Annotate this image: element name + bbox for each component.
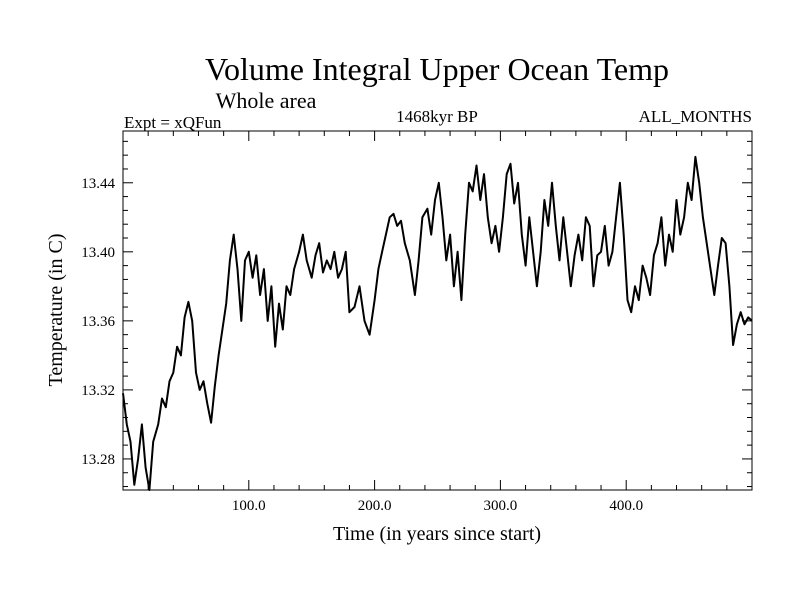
y-tick-label: 13.28 xyxy=(81,452,115,468)
x-tick-label: 200.0 xyxy=(358,498,392,514)
x-axis-label: Time (in years since start) xyxy=(333,523,541,545)
axis-tick-labels: 100.0 200.0 300.0 400.0 13.28 13.32 13.36 13.40… xyxy=(81,176,643,514)
y-tick-label: 13.40 xyxy=(81,245,115,261)
period-label: 1468kyr BP xyxy=(396,107,478,126)
temperature-series-line xyxy=(122,155,753,491)
y-axis-label: Temperature (in C) xyxy=(45,234,67,387)
experiment-label: Expt = xQFun xyxy=(124,113,222,132)
y-tick-label: 13.36 xyxy=(81,314,115,330)
chart-subtitle: Whole area xyxy=(216,88,317,113)
axis-ticks xyxy=(123,131,752,490)
x-tick-label: 100.0 xyxy=(232,498,266,514)
x-tick-label: 400.0 xyxy=(609,498,643,514)
plot-frame xyxy=(122,130,753,491)
chart-title: Volume Integral Upper Ocean Temp xyxy=(205,51,669,87)
y-tick-label: 13.44 xyxy=(81,176,115,192)
y-tick-label: 13.32 xyxy=(81,383,115,399)
x-tick-label: 300.0 xyxy=(484,498,518,514)
months-label: ALL_MONTHS xyxy=(639,107,752,126)
